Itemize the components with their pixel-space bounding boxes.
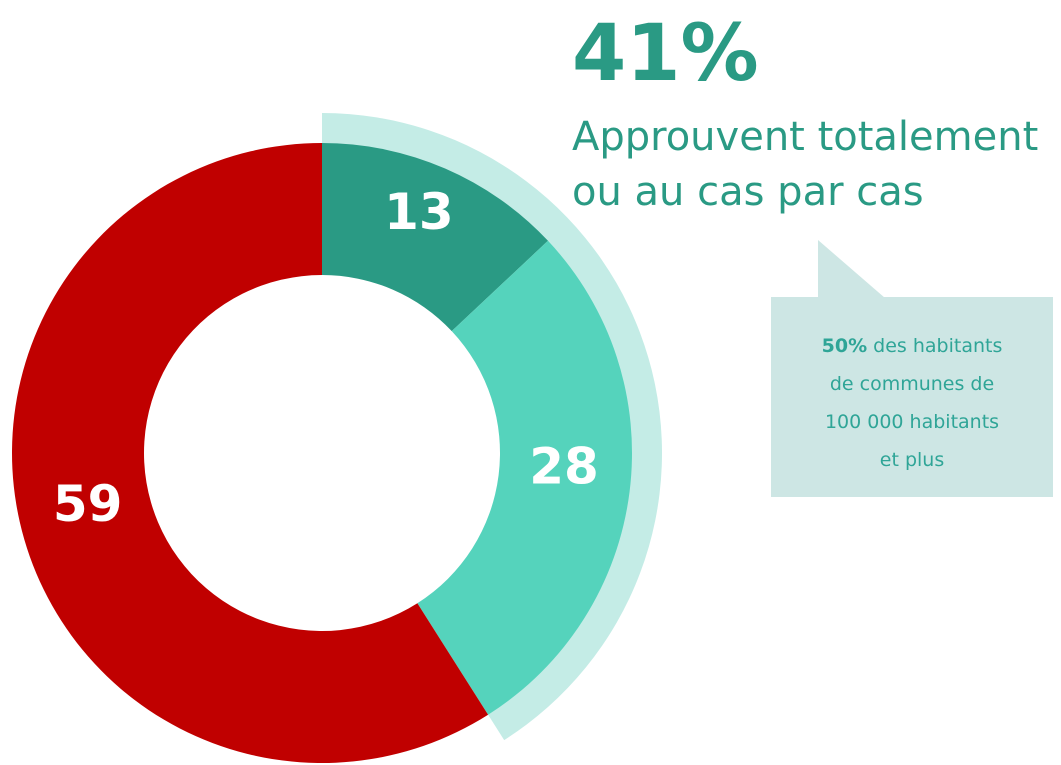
highlight-text: ou au cas par cas <box>572 169 924 215</box>
callout-highlight: 50% <box>822 335 867 357</box>
data-label: 28 <box>529 438 599 496</box>
highlight-value: 41% <box>572 9 759 99</box>
highlight-arc <box>322 113 662 741</box>
donut <box>11 113 662 764</box>
data-label: 59 <box>53 475 123 533</box>
callout-line: de communes de <box>830 373 994 395</box>
callout-line: 100 000 habitants <box>825 411 999 433</box>
callout-line: et plus <box>880 449 944 471</box>
callout-box <box>771 297 1053 497</box>
data-label: 13 <box>384 183 454 241</box>
donut-segment <box>417 240 632 715</box>
callout: 50% des habitants de communes de 100 000… <box>771 240 1053 497</box>
highlight-text: Approuvent totalement <box>572 114 1038 160</box>
donut-segment <box>322 143 548 332</box>
callout-text: des habitants <box>873 335 1002 357</box>
callout-pointer <box>818 240 885 298</box>
callout-line: 50% des habitants <box>822 335 1003 357</box>
donut-segment <box>11 143 489 764</box>
